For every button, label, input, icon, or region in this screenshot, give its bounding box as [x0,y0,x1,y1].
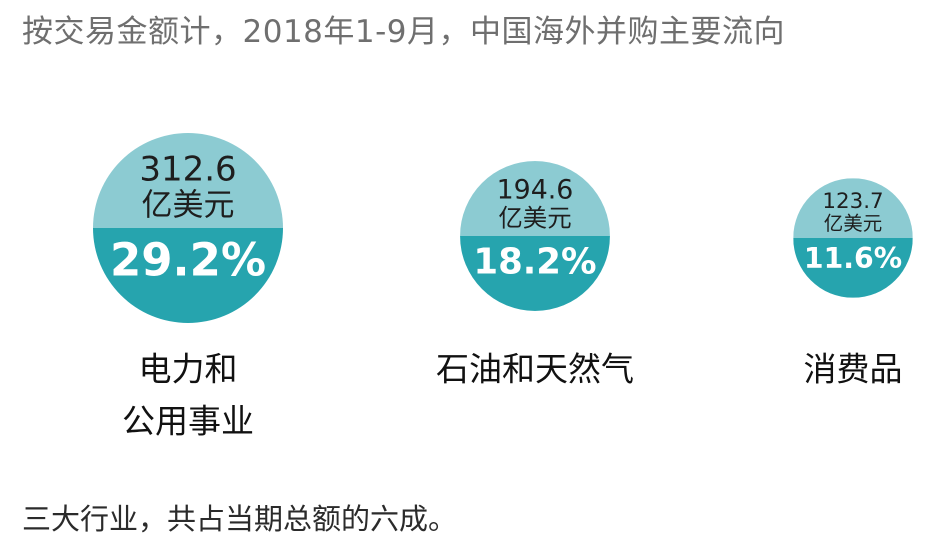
bubble-unit: 亿美元 [498,203,571,232]
bubble-value: 194.6 [497,175,574,206]
bubble-share: 11.6% [804,242,902,275]
bubble-unit: 亿美元 [824,212,883,235]
category-label: 公用事业 [122,402,254,441]
category-label: 石油和天然气 [436,350,634,389]
chart-title: 按交易金额计，2018年1-9月，中国海外并购主要流向 [22,14,786,50]
bubble-unit: 亿美元 [142,188,235,224]
category-label: 消费品 [804,350,903,389]
bubble-value: 312.6 [139,150,236,190]
category-label: 电力和 [139,350,238,389]
bubble-value: 123.7 [822,189,883,214]
footnote: 三大行业，共占当期总额的六成。 [22,502,458,536]
bubble-share: 18.2% [473,241,596,282]
bubble-share: 29.2% [110,234,266,287]
